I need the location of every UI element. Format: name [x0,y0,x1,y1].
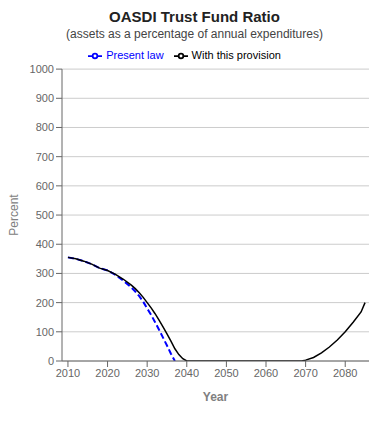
svg-text:600: 600 [36,180,54,192]
svg-text:700: 700 [36,151,54,163]
svg-text:300: 300 [36,267,54,279]
svg-text:2070: 2070 [293,367,317,379]
html-text:With this provision: With this provision [191,49,281,61]
svg-text:100: 100 [36,326,54,338]
html-text:OASDI Trust Fund Ratio: OASDI Trust Fund Ratio [109,8,280,25]
html-text:(assets as a percentage of ann: (assets as a percentage of annual expend… [66,27,323,41]
svg-text:2010: 2010 [56,367,80,379]
svg-text:2020: 2020 [95,367,119,379]
svg-text:Year: Year [203,390,229,404]
svg-text:0: 0 [48,355,54,367]
svg-text:500: 500 [36,209,54,221]
svg-text:400: 400 [36,238,54,250]
svg-text:2080: 2080 [333,367,357,379]
svg-text:2050: 2050 [214,367,238,379]
svg-text:1000: 1000 [30,63,54,75]
svg-text:900: 900 [36,92,54,104]
svg-text:Percent: Percent [7,194,21,236]
html-text:Present law: Present law [106,49,164,61]
svg-text:800: 800 [36,121,54,133]
svg-text:2030: 2030 [135,367,159,379]
svg-text:2060: 2060 [254,367,278,379]
svg-text:2040: 2040 [175,367,199,379]
svg-text:200: 200 [36,297,54,309]
